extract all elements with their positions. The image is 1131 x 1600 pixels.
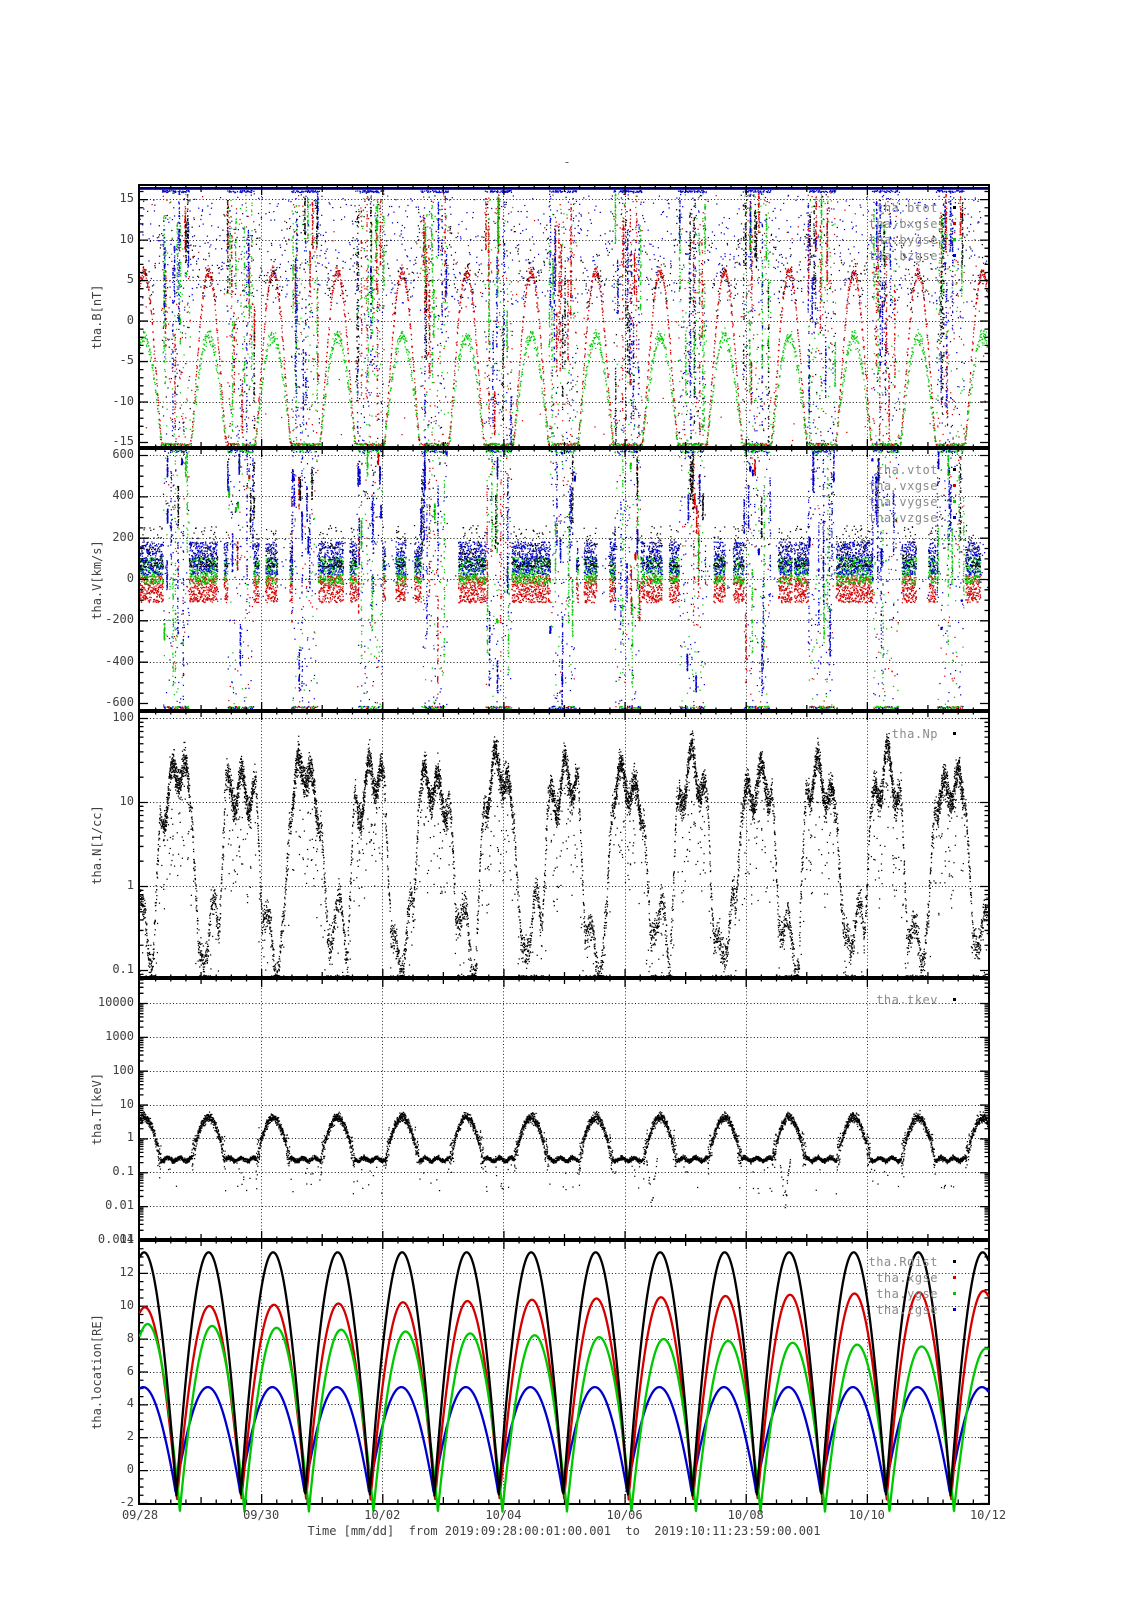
legend-label: tha.xgse	[876, 1270, 938, 1285]
legend-label: tha.tkev	[876, 992, 938, 1007]
y-tick-label: -200	[105, 612, 134, 627]
legend-sample-dot	[953, 500, 956, 503]
y-tick-label: -10	[112, 393, 134, 408]
y-tick-label: 0.001	[97, 1232, 134, 1246]
legend-label: tha.ygse	[876, 1286, 938, 1301]
x-tick-label: 10/04	[485, 1508, 522, 1522]
x-tick-label: 10/06	[606, 1508, 643, 1522]
y-tick-label: 0	[126, 312, 134, 327]
legend-row: tha.vygse	[868, 494, 956, 509]
y-tick-label: -600	[105, 695, 134, 709]
y-tick-label: -5	[119, 353, 134, 368]
legend-sample-dot	[953, 516, 956, 519]
legend-label: tha.Rdist	[868, 1254, 938, 1269]
y-tick-label: 600	[112, 447, 134, 461]
y-tick-label: 100	[112, 709, 134, 724]
y-tick-label: 10	[119, 1297, 134, 1312]
y-tick-label: 4	[126, 1396, 134, 1411]
panel-canvas-tha.V	[137, 445, 991, 714]
y-tick-label: 0.1	[112, 1164, 134, 1179]
legend-row: tha.vxgse	[868, 478, 956, 493]
y-tick-label: 100	[112, 1062, 134, 1077]
panel-canvas-tha.B	[137, 183, 991, 451]
y-tick-label: -2	[119, 1495, 134, 1509]
x-tick-label: 10/10	[848, 1508, 885, 1522]
panel-canvas-tha.location	[137, 1237, 991, 1516]
legend-label: tha.zgse	[876, 1302, 938, 1317]
legend-row: tha.xgse	[876, 1270, 956, 1285]
y-tick-label: 15	[119, 191, 134, 206]
x-tick-label: 09/28	[121, 1508, 159, 1522]
y-tick-label: -15	[112, 434, 134, 448]
legend-row: tha.Rdist	[868, 1254, 956, 1269]
y-tick-label: 12	[119, 1264, 134, 1279]
legend-sample-dot	[953, 238, 956, 241]
legend-row: tha.zgse	[876, 1302, 956, 1317]
legend-panel-n: tha.Np	[891, 726, 956, 741]
y-tick-label: 1	[126, 1130, 134, 1145]
legend-sample-dot	[953, 998, 956, 1001]
legend-panel-t: tha.tkev	[876, 992, 956, 1007]
y-tick-label: 0.01	[105, 1198, 134, 1213]
legend-panel-v: tha.vtot tha.vxgse tha.vygse tha.vzgse	[868, 462, 956, 525]
legend-row: tha.bygse	[868, 232, 956, 247]
legend-label: tha.bxgse	[868, 216, 938, 231]
legend-row: tha.vzgse	[868, 510, 956, 525]
legend-sample-dot	[953, 1260, 956, 1263]
legend-sample-dot	[953, 468, 956, 471]
y-tick-label: 0	[126, 1462, 134, 1477]
legend-sample-dot	[953, 222, 956, 225]
legend-panel-location: tha.Rdist tha.xgse tha.ygse tha.zgse	[868, 1254, 956, 1317]
legend-sample-dot	[953, 484, 956, 487]
y-tick-label: 10	[119, 231, 134, 246]
legend-label: tha.vtot	[876, 462, 938, 477]
panel-canvas-tha.T	[137, 975, 991, 1243]
legend-label: tha.vxgse	[868, 478, 938, 493]
y-tick-label: 10	[119, 1096, 134, 1111]
legend-sample-dot	[953, 1308, 956, 1311]
legend-sample-dot	[953, 206, 956, 209]
y-tick-label: 6	[126, 1363, 134, 1378]
y-tick-label: 14	[119, 1232, 134, 1246]
legend-label: tha.Np	[891, 726, 938, 741]
y-tick-label: 200	[112, 529, 134, 544]
y-tick-label: 2	[126, 1429, 134, 1444]
legend-label: tha.btot	[876, 200, 938, 215]
legend-panel-b: tha.btot tha.bxgse tha.bygse tha.bzgse	[868, 200, 956, 263]
legend-sample-dot	[953, 732, 956, 735]
y-axis-label-N: tha.N[1/cc]	[90, 805, 104, 885]
x-axis-label: Time [mm/dd] from 2019:09:28:00:01:00.00…	[307, 1524, 821, 1538]
y-tick-label: 10000	[97, 994, 134, 1009]
legend-row: tha.Np	[891, 726, 956, 741]
y-tick-label: 5	[126, 272, 134, 287]
y-tick-label: 0	[126, 571, 134, 585]
plot-title: -	[563, 155, 571, 169]
legend-row: tha.tkev	[876, 992, 956, 1007]
legend-sample-dot	[953, 1292, 956, 1295]
legend-row: tha.bzgse	[868, 248, 956, 263]
y-tick-label: 0.1	[112, 962, 134, 977]
legend-row: tha.bxgse	[868, 216, 956, 231]
x-tick-label: 09/30	[243, 1508, 280, 1522]
y-tick-label: -400	[105, 653, 134, 668]
x-tick-label: 10/02	[364, 1508, 401, 1522]
legend-label: tha.vygse	[868, 494, 938, 509]
legend-label: tha.bzgse	[868, 248, 938, 263]
y-tick-label: 400	[112, 488, 134, 503]
legend-label: tha.bygse	[868, 232, 938, 247]
x-tick-label: 10/08	[727, 1508, 764, 1522]
y-tick-label: 8	[126, 1330, 134, 1345]
legend-row: tha.btot	[876, 200, 956, 215]
y-tick-label: 1000	[105, 1028, 134, 1043]
legend-sample-dot	[953, 1276, 956, 1279]
x-tick-label: 10/12	[969, 1508, 1007, 1522]
legend-label: tha.vzgse	[868, 510, 938, 525]
y-tick-label: 1	[126, 878, 134, 892]
legend-row: tha.ygse	[876, 1286, 956, 1301]
legend-sample-dot	[953, 254, 956, 257]
legend-row: tha.vtot	[876, 462, 956, 477]
y-tick-label: 10	[119, 793, 134, 808]
panel-canvas-tha.N	[137, 708, 991, 981]
